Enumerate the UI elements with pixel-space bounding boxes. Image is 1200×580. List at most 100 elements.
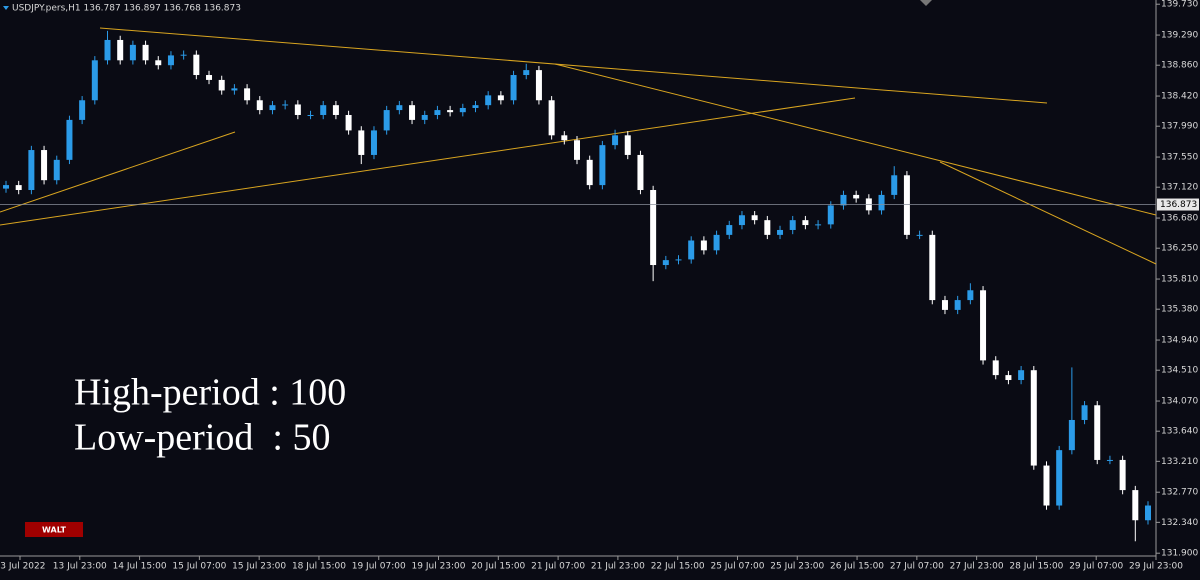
candle-body [358, 130, 365, 155]
trendline [0, 97, 856, 226]
candle-body [1094, 405, 1101, 460]
candle-body [91, 60, 98, 101]
x-tick-label: 13 Jul 2022 [0, 562, 45, 572]
candle-body [15, 185, 22, 191]
badge-text: WALT [42, 526, 66, 535]
x-tick-label: 25 Jul 07:00 [710, 562, 764, 572]
marker [920, 0, 932, 6]
candle-body [244, 88, 251, 101]
candle-body [688, 240, 695, 260]
y-tick-label: 137.550 [1161, 153, 1198, 163]
y-tick-label: 139.290 [1161, 31, 1198, 41]
candle-body [561, 135, 568, 141]
candle-body [41, 150, 48, 181]
x-tick-label: 19 Jul 23:00 [412, 562, 466, 572]
candle-body [180, 54, 187, 56]
trendlines [0, 27, 1157, 265]
x-tick-label: 26 Jul 15:00 [830, 562, 884, 572]
trendline [939, 161, 1157, 265]
y-tick-label: 137.990 [1161, 122, 1198, 132]
candle-body [1145, 505, 1151, 521]
candle-body [129, 44, 136, 61]
candle-body [497, 95, 504, 101]
candle-body [980, 290, 987, 361]
y-tick-label: 133.640 [1161, 427, 1198, 437]
candle-body [485, 95, 492, 106]
candle-body [117, 39, 124, 61]
trendline [99, 27, 1048, 104]
candle-body [586, 159, 593, 186]
candle-body [751, 215, 758, 221]
x-tick-label: 27 Jul 23:00 [950, 562, 1004, 572]
candle-body [79, 100, 86, 120]
candle-body [472, 105, 479, 108]
candle-body [383, 110, 390, 131]
candle-body [764, 220, 771, 235]
candle-body [624, 135, 631, 155]
y-tick-label: 135.380 [1161, 305, 1198, 315]
candle-body [104, 39, 111, 61]
trendline [0, 131, 236, 213]
candle-body [1119, 459, 1126, 491]
candle-body [612, 135, 619, 146]
candle-body [954, 300, 961, 310]
candle-body [650, 190, 657, 266]
y-tick-label: 132.770 [1161, 488, 1198, 498]
y-tick-label: 136.250 [1161, 244, 1198, 254]
candle-body [675, 259, 682, 261]
candle-body [256, 100, 263, 111]
candle-body [1068, 419, 1075, 451]
candle-body [421, 114, 428, 120]
candle-body [282, 104, 289, 106]
candle-body [307, 114, 314, 116]
candle-body [992, 360, 999, 376]
candle-body [3, 185, 9, 189]
candle-body [1043, 465, 1050, 506]
y-tick-label: 133.210 [1161, 457, 1198, 467]
x-tick-label: 15 Jul 23:00 [232, 562, 286, 572]
candle-body [1030, 370, 1037, 466]
candle-body [878, 194, 885, 211]
candle-body [396, 105, 403, 111]
candle-body [1132, 490, 1139, 521]
x-tick-label: 13 Jul 23:00 [53, 562, 107, 572]
candle-body [66, 119, 73, 160]
candle-body [523, 70, 530, 76]
y-tick-label: 138.420 [1161, 92, 1198, 102]
candle-body [409, 105, 416, 120]
candle-body [777, 229, 784, 235]
y-tick-label: 138.860 [1161, 61, 1198, 71]
candle-body [1005, 375, 1012, 381]
x-tick-label: 15 Jul 07:00 [172, 562, 226, 572]
x-tick-label: 21 Jul 07:00 [531, 562, 585, 572]
candle-body [320, 105, 327, 115]
candle-body [535, 70, 542, 101]
x-tick-label: 14 Jul 15:00 [113, 562, 167, 572]
candle-body [738, 215, 745, 226]
candle-body [218, 79, 225, 91]
y-tick-label: 135.810 [1161, 275, 1198, 285]
badge [25, 522, 83, 537]
candle-body [434, 110, 441, 115]
annotation: Low-period : 50 [74, 417, 330, 459]
x-tick-label: 22 Jul 15:00 [651, 562, 705, 572]
candle-body [574, 140, 580, 160]
symbol-arrow[interactable] [3, 6, 9, 10]
candle-body [599, 145, 606, 186]
candle-body [206, 75, 213, 80]
candle-body [231, 88, 238, 91]
candle-body [1056, 450, 1063, 506]
candle-body [700, 240, 707, 251]
candle-body [1081, 405, 1088, 420]
candle-body [345, 114, 352, 131]
current-price-box [1157, 198, 1199, 211]
candle-body [1106, 459, 1113, 461]
annotation: High-period : 100 [74, 372, 346, 414]
x-tick-label: 28 Jul 15:00 [1009, 562, 1063, 572]
candle-body [167, 55, 174, 66]
candle-body [142, 44, 149, 61]
x-tick-label: 27 Jul 07:00 [890, 562, 944, 572]
y-tick-label: 137.120 [1161, 183, 1198, 193]
